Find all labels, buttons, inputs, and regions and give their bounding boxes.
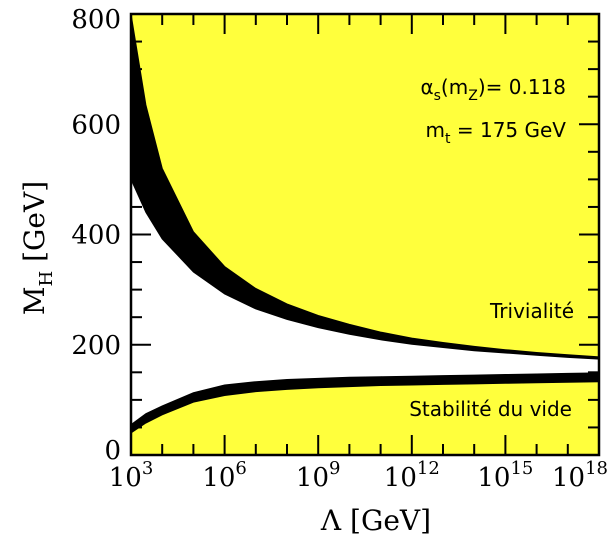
y-axis-title-rest: [GeV] <box>18 181 51 271</box>
x-tick-label: 103 <box>109 458 154 493</box>
x-tick-label: 106 <box>202 458 247 493</box>
region-fill-1 <box>131 381 599 455</box>
y-tick-label: 400 <box>71 221 121 251</box>
y-tick-label: 200 <box>71 331 121 361</box>
plot-frame <box>129 12 601 457</box>
minor-ticks <box>131 14 599 455</box>
y-axis-title-base: M <box>18 286 51 315</box>
plot-fills <box>131 14 599 455</box>
x-tick-labels: 103 106 109 1012 1015 1018 <box>109 458 608 493</box>
x-tick-label: 1018 <box>552 458 608 493</box>
x-tick-label: 1015 <box>477 458 533 493</box>
y-axis-title: MH [GeV] <box>18 181 57 315</box>
mtop-annotation: mt = 175 GeV <box>426 118 567 147</box>
y-tick-label: 600 <box>71 110 121 140</box>
region-fill-0 <box>131 14 599 357</box>
x-tick-label: 109 <box>296 458 341 493</box>
y-axis-title-sub: H <box>36 271 57 287</box>
y-tick-label: 0 <box>104 436 121 466</box>
alpha-annotation: αs(mZ)= 0.118 <box>420 75 566 104</box>
triviality-label: Trivialité <box>489 299 574 323</box>
y-tick-label: 800 <box>71 5 121 35</box>
x-axis-title: Λ [GeV] <box>320 504 431 537</box>
vacuum-stability-label: Stabilité du vide <box>409 397 572 421</box>
y-tick-labels: 0 200 400 600 800 <box>71 5 121 466</box>
x-tick-label: 1012 <box>384 458 440 493</box>
